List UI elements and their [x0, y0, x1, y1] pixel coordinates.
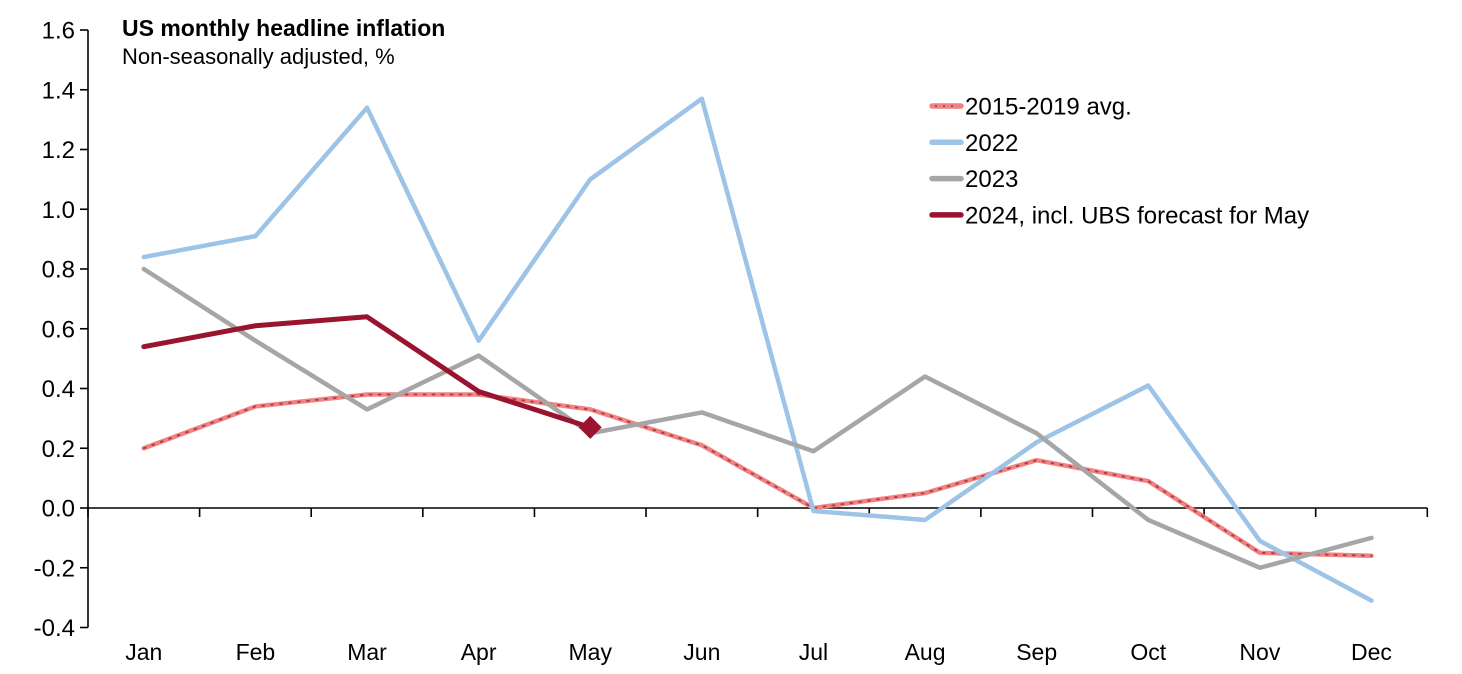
chart-title: US monthly headline inflation	[122, 15, 446, 41]
y-tick-label: -0.4	[34, 615, 75, 642]
x-category-label: Jun	[683, 639, 720, 665]
y-tick-label: 0.2	[42, 436, 75, 463]
y-tick-label: 0.0	[42, 496, 75, 523]
x-category-label: Apr	[461, 639, 497, 665]
y-tick-label: 0.8	[42, 257, 75, 284]
y-tick-label: -0.2	[34, 555, 75, 582]
chart-subtitle: Non-seasonally adjusted, %	[122, 44, 395, 70]
x-category-label: Jul	[799, 639, 828, 665]
series-line-2024-incl-ubs-forecast-for-may	[141, 314, 593, 430]
x-category-label: Aug	[905, 639, 946, 665]
y-tick-label: 0.6	[42, 316, 75, 343]
forecast-diamond-marker	[578, 415, 602, 439]
series-line-2023	[141, 266, 1374, 570]
series-line-2022	[141, 96, 1374, 603]
x-category-label: Jan	[125, 639, 162, 665]
x-category-label: Sep	[1016, 639, 1057, 665]
x-category-label: Feb	[236, 639, 276, 665]
series-line-2015-2019-avg	[141, 392, 1374, 559]
y-tick-label: 1.0	[42, 197, 75, 224]
x-category-label: Nov	[1239, 639, 1280, 665]
y-tick-label: 1.2	[42, 137, 75, 164]
y-tick-label: 0.4	[42, 376, 75, 403]
x-category-label: May	[569, 639, 613, 665]
x-category-label: Mar	[347, 639, 387, 665]
legend-label: 2024, incl. UBS forecast for May	[965, 202, 1309, 229]
legend-label: 2022	[965, 130, 1018, 157]
legend-label: 2015-2019 avg.	[965, 94, 1132, 121]
y-tick-label: 1.6	[42, 18, 75, 45]
legend-label: 2023	[965, 166, 1018, 193]
y-tick-label: 1.4	[42, 77, 75, 104]
x-category-label: Dec	[1351, 639, 1392, 665]
x-category-label: Oct	[1130, 639, 1166, 665]
chart-title-block: US monthly headline inflation Non-season…	[122, 14, 445, 72]
